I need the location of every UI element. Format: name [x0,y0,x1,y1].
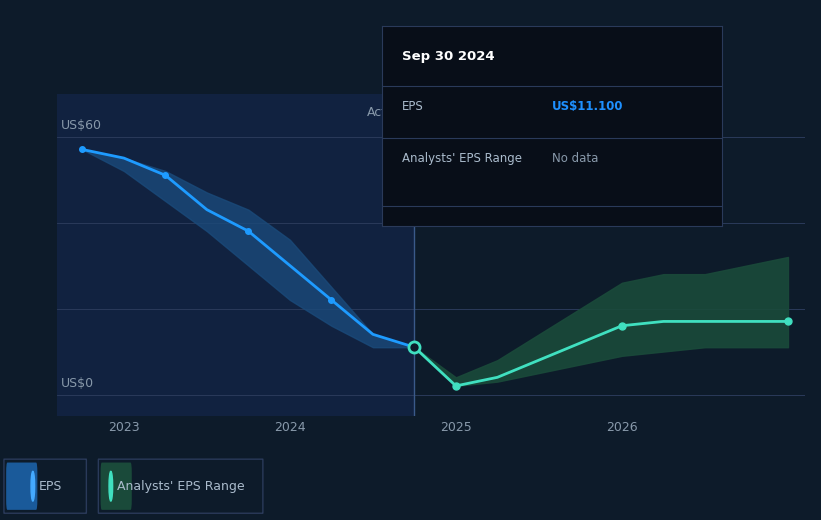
Text: US$60: US$60 [61,119,102,132]
Text: Analysts' EPS Range: Analysts' EPS Range [402,152,522,165]
Text: EPS: EPS [402,100,424,113]
Text: Actual: Actual [367,107,406,120]
FancyBboxPatch shape [99,459,263,513]
Text: US$0: US$0 [61,377,94,390]
Bar [57,94,415,416]
Circle shape [31,471,34,501]
FancyBboxPatch shape [4,459,86,513]
Bar [415,94,805,416]
Text: US$11.100: US$11.100 [553,100,624,113]
FancyBboxPatch shape [7,463,38,510]
Text: No data: No data [553,152,599,165]
FancyBboxPatch shape [100,463,132,510]
Circle shape [109,471,112,501]
Text: Sep 30 2024: Sep 30 2024 [402,50,495,63]
Text: Analysts' EPS Range: Analysts' EPS Range [117,479,244,493]
Text: EPS: EPS [39,479,62,493]
Text: Analysts Forecasts: Analysts Forecasts [423,107,539,120]
